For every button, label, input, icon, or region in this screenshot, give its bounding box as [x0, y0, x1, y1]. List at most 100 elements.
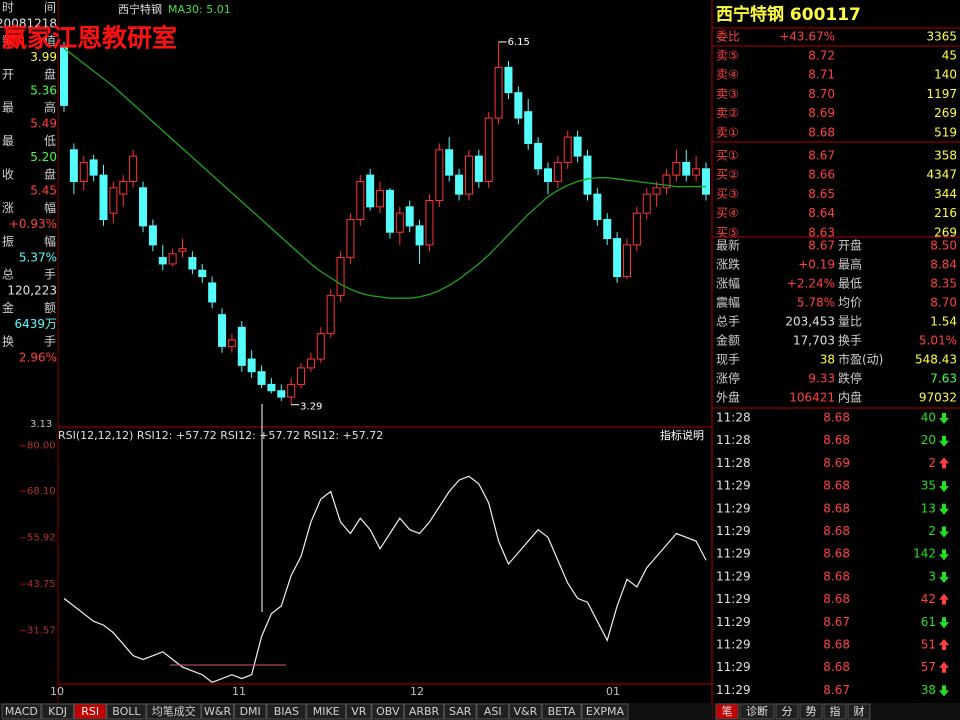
tab-label[interactable]: ASI	[484, 705, 502, 718]
book-price: 8.67	[808, 149, 835, 163]
tab[interactable]	[509, 703, 542, 720]
tab-label[interactable]: V&R	[514, 705, 538, 718]
stat-label: 量比	[838, 315, 862, 329]
trade-time: 11:28	[716, 411, 751, 425]
side-tab-label[interactable]: 诊断	[746, 704, 768, 718]
book-volume: 4347	[926, 168, 957, 182]
candle-body	[583, 155, 592, 195]
tab[interactable]	[233, 703, 267, 720]
tab-label[interactable]: EXPMA	[586, 705, 625, 718]
trade-volume: 13	[921, 501, 936, 515]
trade-time: 11:28	[716, 456, 751, 470]
tab[interactable]	[346, 703, 372, 720]
trade-arrow	[939, 481, 949, 493]
stat-label: 金额	[716, 333, 740, 348]
candle-body	[356, 180, 365, 221]
tab[interactable]	[443, 703, 477, 720]
candle-body	[622, 244, 631, 278]
side-tab-label[interactable]: 财	[854, 704, 865, 718]
rsi-tick-label: 31.57	[27, 626, 56, 637]
side-tab[interactable]	[823, 703, 847, 720]
x-tick-label: 11	[232, 685, 246, 698]
rsi-title: RSI(12,12,12) RSI12: +57.72 RSI12: +57.7…	[58, 429, 383, 442]
tab-label[interactable]: OBV	[376, 705, 400, 718]
trade-price: 8.68	[823, 411, 850, 425]
side-tab[interactable]	[847, 703, 871, 720]
tab-label[interactable]: BETA	[548, 705, 576, 718]
candle-body	[237, 326, 246, 366]
tab-label[interactable]: RSI	[81, 705, 99, 718]
tab[interactable]	[476, 703, 510, 720]
candle-body	[632, 212, 641, 246]
tab[interactable]	[146, 703, 202, 720]
tab-label[interactable]: BIAS	[274, 705, 299, 718]
book-price: 8.68	[808, 125, 835, 139]
candle-body	[652, 187, 661, 195]
ma-indicator: MA30: 5.01	[168, 3, 231, 16]
trade-arrow	[939, 503, 949, 515]
tab[interactable]	[201, 703, 234, 720]
info-value: 2.96%	[19, 351, 57, 365]
indicator-help[interactable]: 指标说明	[660, 428, 704, 442]
rsi-line	[63, 475, 707, 684]
trade-arrow	[939, 526, 949, 538]
tab-label[interactable]: KDJ	[48, 705, 67, 718]
trade-price: 8.69	[823, 456, 850, 470]
trade-time: 11:29	[716, 683, 751, 697]
trade-time: 11:29	[716, 569, 751, 583]
side-tab[interactable]	[799, 703, 823, 720]
tab-label[interactable]: ARBR	[409, 705, 440, 718]
tab-label[interactable]: DMI	[240, 705, 261, 718]
candle-body	[415, 225, 424, 246]
tab[interactable]	[73, 703, 107, 720]
tab[interactable]	[581, 703, 629, 720]
book-label: 买②	[716, 168, 739, 182]
side-tab-label[interactable]: 势	[806, 705, 817, 718]
candle-body	[455, 174, 464, 195]
book-label: 卖①	[716, 125, 739, 139]
tab-label[interactable]: VR	[351, 705, 367, 718]
book-label: 买⑤	[716, 225, 739, 239]
tab[interactable]	[404, 703, 444, 720]
candle-body	[267, 383, 276, 392]
stat-label: 涨停	[716, 371, 740, 386]
stat-value: 548.43	[915, 353, 957, 367]
book-volume: 519	[934, 125, 957, 139]
price-axis-label: 3.13	[30, 419, 52, 430]
stat-value: 8.70	[930, 296, 957, 310]
info-value: 6439万	[14, 317, 57, 331]
quote-label: 委比	[716, 30, 740, 44]
tab[interactable]	[266, 703, 307, 720]
stat-value: +2.24%	[787, 277, 835, 291]
side-tab-label[interactable]: 笔	[722, 704, 733, 718]
trade-time: 11:28	[716, 433, 751, 447]
tab[interactable]	[306, 703, 347, 720]
side-tab-label[interactable]: 分	[782, 705, 793, 718]
stat-label: 震幅	[716, 295, 740, 310]
tab-label[interactable]: 均笔成交	[152, 704, 196, 718]
tab[interactable]	[1, 703, 42, 720]
tab-label[interactable]: W&R	[204, 705, 231, 718]
tab[interactable]	[371, 703, 405, 720]
info-value: 3.99	[30, 50, 57, 64]
tab-label[interactable]: MACD	[5, 705, 38, 718]
trade-price: 8.68	[823, 524, 850, 538]
side-tab[interactable]	[775, 703, 799, 720]
trade-price: 8.68	[823, 569, 850, 583]
book-label: 买①	[716, 149, 739, 163]
tab-label[interactable]: SAR	[449, 705, 472, 718]
stat-value: 1.54	[930, 315, 957, 329]
stat-label: 涨幅	[716, 276, 740, 291]
tab[interactable]	[41, 703, 74, 720]
book-price: 8.63	[808, 225, 835, 239]
tab-label[interactable]: MIKE	[313, 705, 340, 718]
candle-body	[504, 66, 513, 94]
trade-arrow	[939, 685, 949, 697]
tab[interactable]	[106, 703, 147, 720]
side-tab[interactable]	[715, 703, 739, 720]
side-tab[interactable]	[739, 703, 775, 720]
tab-label[interactable]: BOLL	[112, 705, 141, 718]
side-tab-label[interactable]: 指	[830, 704, 841, 718]
stat-label: 开盘	[838, 238, 862, 253]
tab[interactable]	[541, 703, 582, 720]
